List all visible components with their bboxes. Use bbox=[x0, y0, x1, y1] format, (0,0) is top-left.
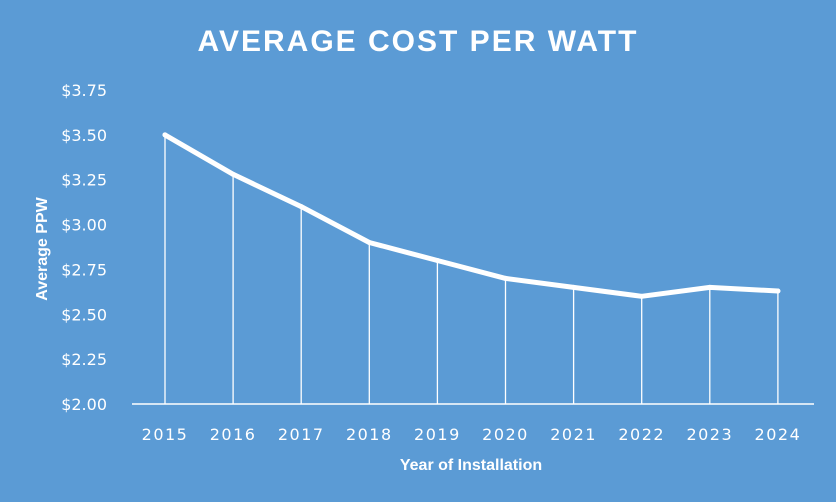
x-tick-label: 2016 bbox=[210, 425, 257, 444]
x-tick-label: 2023 bbox=[686, 425, 733, 444]
data-point bbox=[298, 204, 304, 210]
data-point bbox=[707, 284, 713, 290]
x-tick-label: 2019 bbox=[414, 425, 461, 444]
y-tick-label: $2.25 bbox=[61, 350, 107, 369]
x-tick-label: 2021 bbox=[550, 425, 597, 444]
data-point bbox=[775, 288, 781, 294]
y-tick-label: $3.00 bbox=[61, 216, 107, 235]
y-tick-label: $2.50 bbox=[61, 305, 107, 324]
x-axis-label: Year of Installation bbox=[400, 457, 542, 474]
x-tick-label: 2020 bbox=[482, 425, 529, 444]
data-point bbox=[434, 257, 440, 263]
data-point bbox=[571, 284, 577, 290]
y-tick-label: $2.00 bbox=[61, 395, 107, 414]
chart-title: AVERAGE COST PER WATT bbox=[198, 25, 639, 58]
data-point bbox=[639, 293, 645, 299]
y-tick-label: $3.25 bbox=[61, 171, 107, 190]
x-tick-label: 2017 bbox=[278, 425, 325, 444]
y-axis-label: Average PPW bbox=[34, 196, 51, 300]
data-point bbox=[366, 240, 372, 246]
data-point bbox=[230, 171, 236, 177]
y-tick-label: $3.50 bbox=[61, 126, 107, 145]
series-line bbox=[162, 132, 781, 299]
x-tick-label: 2022 bbox=[618, 425, 665, 444]
y-tick-label: $3.75 bbox=[61, 81, 107, 100]
data-point bbox=[162, 132, 168, 138]
plot-area: $2.00 $2.25 $2.50 $2.75 $3.00 $3.25 $3.50 $3.75… bbox=[61, 81, 814, 444]
x-tick-label: 2015 bbox=[142, 425, 189, 444]
data-point bbox=[503, 275, 508, 281]
y-tick-label: $2.75 bbox=[61, 260, 107, 279]
x-tick-label: 2024 bbox=[755, 425, 802, 444]
x-tick-label: 2018 bbox=[346, 425, 393, 444]
